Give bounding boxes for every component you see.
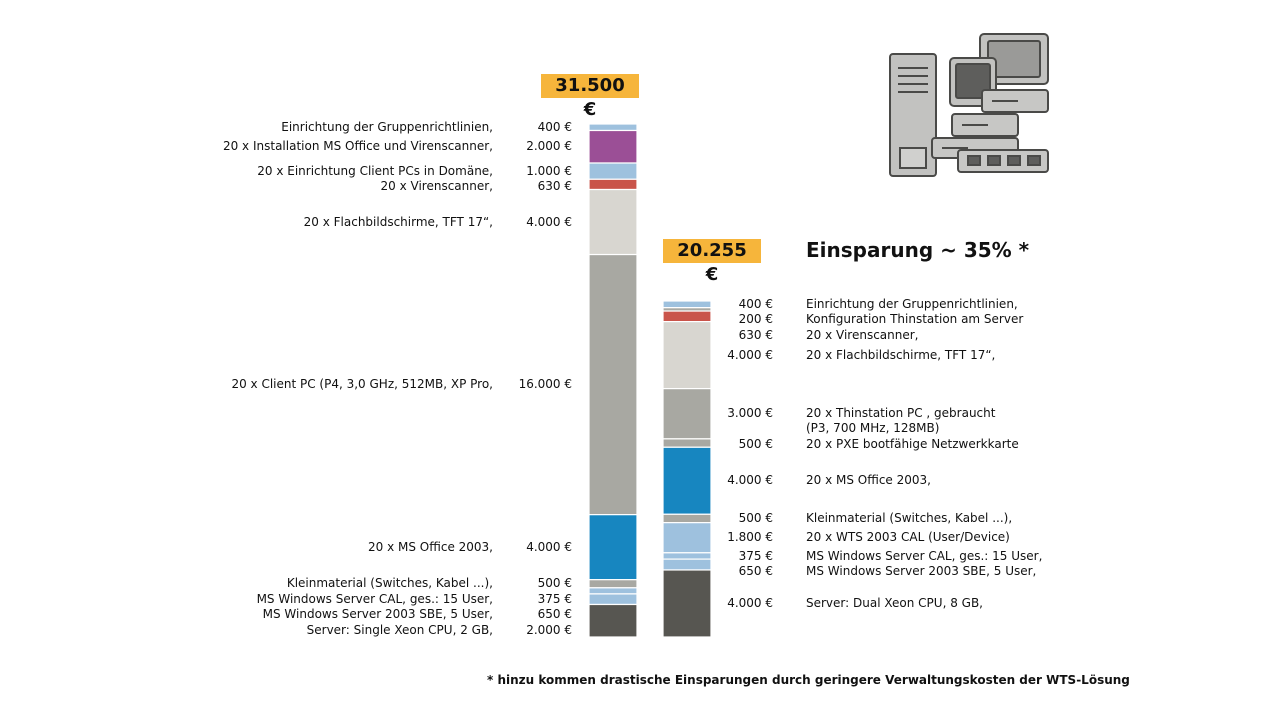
bar-2-value-label-8: 500 €: [738, 511, 773, 525]
bar-2-item-label-10: MS Windows Server CAL, ges.: 15 User,: [806, 548, 1043, 563]
bar-1-item-label-8: Kleinmaterial (Switches, Kabel ...),: [286, 576, 493, 591]
bar-2-segment-12: [662, 569, 712, 638]
bar-2-item-label-5: 20 x Thinstation PC , gebraucht: [806, 406, 996, 421]
bar-1-segment-8: [588, 579, 638, 589]
bar-1-value-label-10: 650 €: [537, 607, 572, 622]
bar-1-value-label-1: 400 €: [537, 119, 572, 134]
bar-2-item-label-4: 20 x Flachbildschirme, TFT 17“,: [806, 347, 996, 362]
bar-1-segment-1: [588, 123, 638, 132]
bar-2-item-label-7: 20 x MS Office 2003,: [806, 473, 931, 488]
bar-1-item-label-6: 20 x Client PC (P4, 3,0 GHz, 512MB, XP P…: [231, 377, 493, 392]
bar-1-segment-3: [588, 162, 638, 180]
bar-1-value-label-3: 1.000 €: [526, 163, 572, 178]
bar-1-value-label-11: 2.000 €: [526, 622, 572, 637]
bar-2-value-label-1: 400 €: [738, 296, 773, 311]
bar-1-item-label-5: 20 x Flachbildschirme, TFT 17“,: [303, 214, 493, 229]
bar-1-segment-11: [588, 603, 638, 638]
bar-2-item-label-11: MS Windows Server 2003 SBE, 5 User,: [806, 564, 1037, 578]
bar-1-value-label-6: 16.000 €: [518, 377, 572, 392]
bar-2-value-label-12: 4.000 €: [727, 596, 773, 610]
bar-2-segment-8: [662, 513, 712, 524]
bar-1-value-label-5: 4.000 €: [526, 214, 572, 229]
bar-2-value-label-5: 3.000 €: [727, 406, 773, 421]
footnote: * hinzu kommen drastische Einsparungen d…: [487, 673, 1130, 687]
bar-1-item-label-2: 20 x Installation MS Office und Virensca…: [222, 139, 493, 154]
bar-2-segment-11: [662, 558, 712, 571]
bar-2-item-sublabel-5: (P3, 700 MHz, 128MB): [806, 421, 940, 436]
bar-2-segment-4: [662, 321, 712, 390]
bar-2-value-label-3: 630 €: [738, 327, 773, 342]
bar-total-badge-1: 31.500 €: [541, 74, 639, 120]
bar-1-value-label-9: 375 €: [537, 591, 572, 606]
bar-1-item-label-3: 20 x Einrichtung Client PCs in Domäne,: [257, 163, 493, 178]
bar-2-item-label-12: Server: Dual Xeon CPU, 8 GB,: [806, 596, 983, 610]
bar-1-segment-6: [588, 253, 638, 516]
bar-1-item-label-1: Einrichtung der Gruppenrichtlinien,: [281, 119, 493, 134]
bar-2-value-label-9: 1.800 €: [727, 530, 773, 545]
bar-2-segment-9: [662, 522, 712, 554]
bar-1-item-label-9: MS Windows Server CAL, ges.: 15 User,: [256, 591, 493, 606]
bar-2-segment-1: [662, 300, 712, 309]
bar-1-item-label-4: 20 x Virenscanner,: [380, 179, 493, 194]
bar-2-segment-10: [662, 552, 712, 560]
bar-2-value-label-2: 200 €: [738, 312, 773, 327]
bar-1-segment-9: [588, 587, 638, 595]
bar-2-item-label-8: Kleinmaterial (Switches, Kabel ...),: [806, 511, 1013, 525]
bar-2-segment-5: [662, 388, 712, 440]
server-and-computers-icon: [889, 33, 1049, 177]
bar-1-item-label-10: MS Windows Server 2003 SBE, 5 User,: [262, 607, 493, 622]
bar-1-value-label-4: 630 €: [537, 179, 572, 194]
bar-2-segment-7: [662, 446, 712, 515]
bar-1-value-label-2: 2.000 €: [526, 139, 572, 154]
bar-total-badge-2: 20.255 €: [663, 239, 761, 285]
bar-2-value-label-4: 4.000 €: [727, 347, 773, 362]
bar-2-item-label-3: 20 x Virenscanner,: [806, 327, 919, 342]
savings-label: Einsparung ~ 35% *: [806, 238, 1030, 262]
bar-1-segment-10: [588, 593, 638, 606]
bar-2-value-label-10: 375 €: [738, 548, 773, 563]
bar-2-item-label-2: Konfiguration Thinstation am Server: [806, 312, 1024, 327]
bar-2-value-label-11: 650 €: [738, 564, 773, 578]
bar-2-item-label-6: 20 x PXE bootfähige Netzwerkkarte: [806, 437, 1019, 452]
bar-2-value-label-7: 4.000 €: [727, 473, 773, 488]
bar-2-item-label-9: 20 x WTS 2003 CAL (User/Device): [806, 530, 1010, 545]
bar-1-segment-2: [588, 129, 638, 164]
bar-1-segment-5: [588, 188, 638, 256]
bar-1-item-label-11: Server: Single Xeon CPU, 2 GB,: [306, 622, 493, 637]
bar-2-segment-6: [662, 438, 712, 448]
bar-1-item-label-7: 20 x MS Office 2003,: [368, 539, 493, 554]
bar-1-segment-4: [588, 178, 638, 191]
bar-1-value-label-8: 500 €: [537, 576, 572, 591]
bar-2-segment-3: [662, 310, 712, 323]
bar-2-item-label-1: Einrichtung der Gruppenrichtlinien,: [806, 296, 1018, 311]
bar-2-value-label-6: 500 €: [738, 437, 773, 452]
bar-1-value-label-7: 4.000 €: [526, 539, 572, 554]
bar-1-segment-7: [588, 514, 638, 581]
